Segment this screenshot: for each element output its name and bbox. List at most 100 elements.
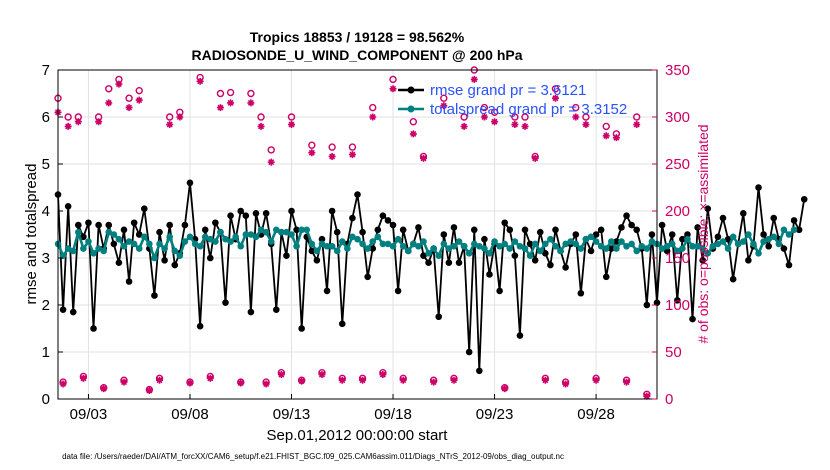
totalspread-point: [161, 245, 168, 252]
data-file-footer: data file: /Users/raeder/DAI/ATM_forcXX/…: [62, 452, 564, 461]
rmse-point: [689, 315, 696, 323]
totalspread-point: [562, 240, 569, 248]
totalspread-point: [100, 247, 107, 255]
rmse-point: [140, 205, 148, 212]
x-tick-label: 09/08: [171, 406, 209, 423]
rmse-point: [313, 257, 321, 264]
obs-possible-point: [480, 103, 489, 112]
totalspread-point: [729, 233, 737, 241]
obs-assimilated-point: [308, 149, 316, 157]
totalspread-point: [252, 233, 260, 241]
totalspread-point: [496, 242, 503, 250]
totalspread-point: [633, 247, 640, 255]
rmse-point: [562, 264, 569, 271]
rmse-point: [374, 226, 382, 234]
totalspread-point: [709, 242, 717, 250]
rmse-point: [760, 231, 767, 238]
rmse-point: [542, 250, 549, 257]
obs-assimilated-point: [480, 113, 488, 121]
obs-assimilated-point: [399, 376, 407, 384]
obs-assimilated-point: [277, 371, 285, 379]
totalspread-point: [394, 235, 402, 243]
totalspread-point: [80, 245, 87, 252]
totalspread-point: [191, 240, 199, 248]
rmse-point: [308, 247, 316, 255]
rmse-point: [369, 245, 377, 252]
rmse-point: [765, 242, 772, 250]
rmse-point: [440, 231, 448, 238]
totalspread-point: [232, 233, 239, 241]
rmse-point: [501, 219, 509, 227]
rmse-point: [668, 231, 676, 238]
obs-possible-point: [369, 103, 377, 112]
totalspread-point: [267, 238, 275, 245]
rmse-point: [166, 221, 173, 229]
rmse-point: [186, 179, 194, 187]
obs-assimilated-point: [206, 374, 214, 382]
rmse-point: [724, 235, 732, 243]
y-axis-right-label: # of obs: o=possible; ×=assimilated: [695, 124, 711, 343]
rmse-point: [602, 273, 610, 281]
y-right-tick-label: 50: [665, 344, 682, 361]
x-tick-label: 09/23: [476, 406, 514, 423]
totalspread-point: [724, 245, 732, 252]
rmse-point: [597, 226, 605, 234]
rmse-point: [349, 214, 356, 222]
totalspread-point: [171, 247, 179, 255]
totalspread-point: [455, 238, 463, 245]
rmse-point: [420, 252, 427, 259]
totalspread-point: [699, 245, 706, 252]
rmse-point: [110, 240, 118, 248]
obs-possible-point: [389, 75, 397, 84]
totalspread-point: [628, 240, 635, 248]
rmse-point: [206, 254, 214, 262]
rmse-point: [618, 224, 625, 231]
y-right-tick-label: 200: [665, 203, 690, 220]
obs-assimilated-point: [531, 154, 539, 162]
totalspread-point: [536, 247, 544, 255]
obs-possible-point: [247, 89, 255, 98]
rmse-point: [120, 226, 128, 234]
rmse-point: [75, 221, 82, 229]
obs-assimilated-point: [460, 122, 468, 130]
rmse-point: [364, 273, 371, 281]
totalspread-point: [338, 238, 346, 245]
totalspread-point: [516, 242, 524, 250]
totalspread-point: [501, 240, 509, 248]
y-tick-label: 6: [42, 109, 50, 126]
rmse-point: [770, 214, 778, 222]
rmse-point: [592, 231, 600, 238]
totalspread-point: [460, 242, 468, 250]
totalspread-point: [288, 231, 295, 238]
totalspread-point: [318, 240, 326, 248]
totalspread-point: [303, 226, 311, 234]
obs-assimilated-point: [440, 102, 448, 110]
totalspread-point: [364, 245, 371, 252]
obs-assimilated-point: [450, 376, 458, 384]
obs-possible-point: [551, 85, 560, 93]
totalspread-point: [668, 240, 676, 248]
obs-assimilated-point: [115, 80, 123, 88]
totalspread-point: [760, 238, 767, 245]
rmse-point: [481, 235, 488, 243]
totalspread-point: [278, 228, 285, 236]
totalspread-point: [450, 242, 458, 250]
legend: rmse grand pr = 3.6121 totalspread grand…: [398, 82, 627, 118]
totalspread-point: [85, 238, 92, 245]
totalspread-point: [648, 238, 656, 245]
obs-assimilated-point: [125, 104, 133, 112]
totalspread-point: [425, 250, 432, 257]
rmse-point: [547, 261, 554, 269]
totalspread-point: [313, 247, 321, 255]
totalspread-point: [770, 233, 778, 241]
totalspread-point: [643, 245, 651, 252]
obs-assimilated-point: [419, 154, 427, 162]
rmse-point: [354, 191, 361, 198]
obs-possible-point: [602, 122, 610, 131]
rmse-point: [445, 259, 453, 267]
rmse-point: [359, 228, 366, 236]
obs-possible-point: [632, 113, 641, 121]
obs-assimilated-point: [156, 376, 164, 384]
totalspread-point: [542, 240, 549, 248]
rmse-point: [521, 226, 529, 234]
